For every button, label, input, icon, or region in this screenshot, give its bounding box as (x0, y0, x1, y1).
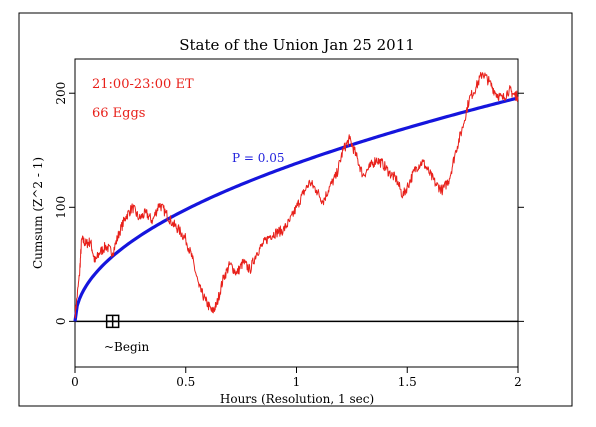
x-tick-label: 1 (293, 375, 301, 389)
cumsum-line (74, 71, 519, 319)
x-tick-label: 0.5 (176, 375, 195, 389)
cumsum-series (74, 71, 519, 319)
axis-ticks: 0 0.5 1 1.5 2 0 100 200 (54, 82, 524, 389)
chart-title: State of the Union Jan 25 2011 (179, 36, 415, 54)
x-tick-label: 0 (71, 375, 79, 389)
y-tick-label: 0 (54, 318, 68, 326)
time-range-annotation: 21:00-23:00 ET (92, 77, 194, 92)
p-curve-line (73, 96, 519, 322)
x-tick-label: 1.5 (398, 375, 417, 389)
begin-marker-group (105, 314, 120, 329)
x-tick-label: 2 (514, 375, 522, 389)
y-tick-label: 100 (54, 196, 68, 219)
begin-label: ~Begin (104, 340, 149, 354)
y-tick-label: 200 (54, 82, 68, 105)
p-value-label: P = 0.05 (232, 151, 284, 165)
p-curve-series (73, 96, 519, 322)
x-axis-label: Hours (Resolution, 1 sec) (220, 392, 374, 406)
eggs-annotation: 66 Eggs (92, 106, 145, 121)
y-axis-label: Cumsum (Z^2 - 1) (31, 157, 45, 269)
